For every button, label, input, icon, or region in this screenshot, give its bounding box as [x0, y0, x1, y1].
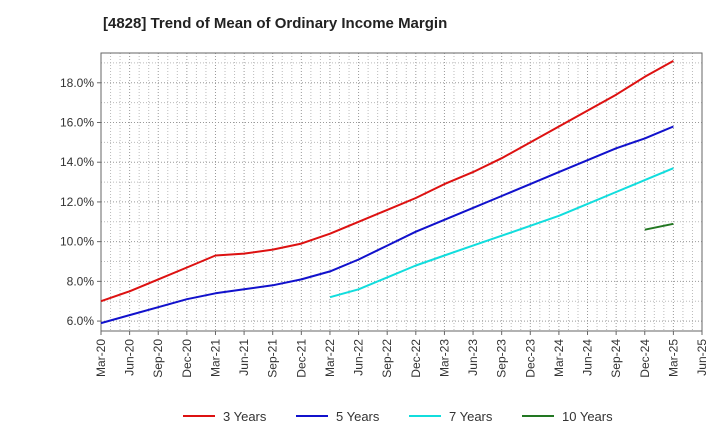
- legend-label: 10 Years: [562, 408, 613, 424]
- x-tick-label: Sep-23: [495, 339, 509, 378]
- x-tick-label: Mar-21: [208, 339, 222, 377]
- series-line-5-years: [100, 125, 674, 325]
- x-tick-label: Dec-21: [294, 339, 308, 378]
- x-tick-label: Sep-21: [266, 339, 280, 378]
- x-tick-label: Mar-20: [94, 339, 108, 377]
- series-line-7-years: [329, 167, 674, 299]
- y-axis: 6.0% 8.0% 10.0% 12.0% 14.0% 16.0% 18.0%: [60, 76, 101, 328]
- grid: [101, 53, 702, 331]
- x-tick-label: Jun-22: [352, 339, 366, 376]
- y-tick-label: 16.0%: [60, 116, 94, 130]
- legend: 3 Years 5 Years 7 Years 10 Years: [0, 405, 720, 427]
- x-tick-label: Dec-22: [409, 339, 423, 378]
- x-tick-label: Jun-23: [466, 339, 480, 376]
- x-tick-label: Dec-24: [638, 339, 652, 378]
- x-tick-label: Jun-24: [581, 339, 595, 376]
- y-tick-label: 6.0%: [67, 314, 95, 328]
- legend-item: 7 Years: [409, 405, 492, 427]
- x-tick-label: Sep-20: [151, 339, 165, 378]
- y-tick-label: 12.0%: [60, 195, 94, 209]
- legend-item: 5 Years: [296, 405, 379, 427]
- x-tick-label: Sep-24: [609, 339, 623, 378]
- x-tick-label: Dec-20: [180, 339, 194, 378]
- legend-swatch: [183, 415, 215, 417]
- y-tick-label: 18.0%: [60, 76, 94, 90]
- x-tick-label: Sep-22: [380, 339, 394, 378]
- legend-label: 7 Years: [449, 408, 493, 424]
- chart-title: [4828] Trend of Mean of Ordinary Income …: [103, 15, 448, 32]
- y-tick-label: 10.0%: [60, 235, 94, 249]
- x-tick-label: Dec-23: [523, 339, 537, 378]
- x-tick-label: Mar-23: [437, 339, 451, 377]
- x-tick-label: Jun-20: [123, 339, 137, 376]
- legend-label: 5 Years: [336, 408, 380, 424]
- x-tick-label: Mar-22: [323, 339, 337, 377]
- series-line-10-years: [644, 222, 674, 231]
- legend-swatch: [296, 415, 328, 417]
- x-tick-label: Mar-24: [552, 339, 566, 377]
- x-tick-label: Jun-25: [695, 339, 709, 376]
- y-tick-label: 14.0%: [60, 155, 94, 169]
- legend-swatch: [522, 415, 554, 417]
- plot-frame: [100, 52, 703, 332]
- x-axis: Mar-20 Jun-20 Sep-20 Dec-20 Mar-21 Jun-21 Sep-…: [94, 331, 709, 378]
- series-group: [100, 60, 674, 325]
- legend-label: 3 Years: [223, 408, 267, 424]
- legend-swatch: [409, 415, 441, 417]
- series-line-3-years: [100, 60, 674, 303]
- x-tick-label: Jun-21: [237, 339, 251, 376]
- legend-item: 10 Years: [522, 405, 613, 427]
- x-tick-label: Mar-25: [666, 339, 680, 377]
- y-tick-label: 8.0%: [67, 274, 95, 288]
- legend-item: 3 Years: [183, 405, 266, 427]
